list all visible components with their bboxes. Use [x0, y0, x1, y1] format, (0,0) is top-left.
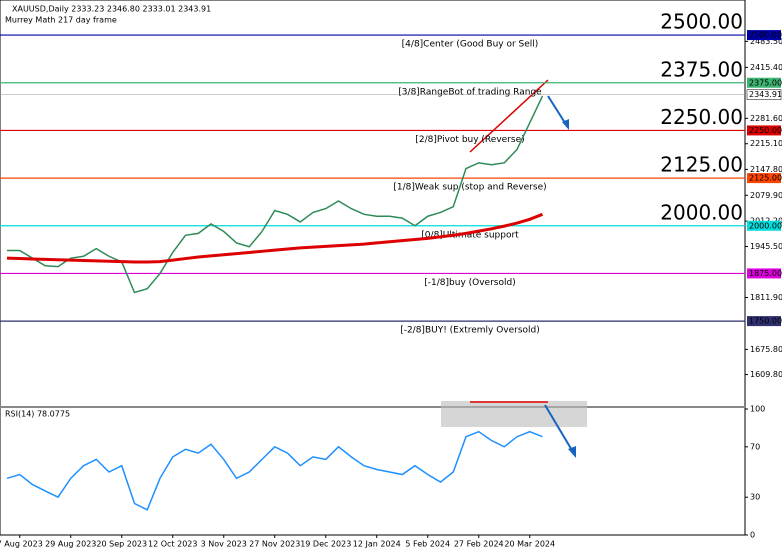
price-box	[747, 220, 781, 231]
y-tick-label: 2215.10	[750, 139, 782, 148]
x-tick-label: 3 Nov 2023	[201, 540, 247, 549]
price-box	[747, 125, 781, 136]
murrey-label: [0/8]Ultimate support	[421, 230, 519, 240]
level-big-label: 2125.00	[660, 153, 743, 177]
murrey-label: [4/8]Center (Good Buy or Sell)	[402, 40, 539, 50]
x-tick-label: 12 Jan 2024	[353, 540, 401, 549]
rsi-title: RSI(14) 78.0775	[5, 410, 70, 419]
x-tick-label: 27 Feb 2024	[454, 540, 504, 549]
price-box	[747, 173, 781, 184]
x-tick-label: 7 Aug 2023	[0, 540, 43, 549]
chart-title: XAUUSD,Daily 2333.23 2346.80 2333.01 234…	[12, 5, 211, 14]
murrey-label: [1/8]Weak sup (stop and Reverse)	[393, 183, 546, 193]
price-box-label: 2500.00	[749, 31, 782, 40]
level-big-label: 2375.00	[660, 57, 743, 81]
x-tick-label: 20 Mar 2024	[504, 540, 555, 549]
arrow-head	[562, 119, 569, 130]
price-box-label: 1750.00	[749, 317, 782, 326]
y-tick-label: 30	[750, 493, 760, 502]
price-box-label: 2125.00	[749, 174, 782, 183]
price-box-label: 2000.00	[749, 221, 782, 230]
y-tick-label: 2147.80	[750, 165, 782, 174]
y-tick-label: 1675.80	[750, 345, 782, 354]
plot-frame	[0, 0, 746, 536]
x-tick-label: 5 Feb 2024	[405, 540, 450, 549]
y-tick-label: 2415.40	[750, 63, 782, 72]
price-box	[747, 268, 781, 279]
chart-subtitle: Murrey Math 217 day frame	[5, 16, 117, 25]
x-tick-label: 12 Oct 2023	[148, 540, 197, 549]
level-big-label: 2250.00	[660, 105, 743, 129]
y-tick-label: 2281.60	[750, 114, 782, 123]
y-tick-label: 1609.80	[750, 370, 782, 379]
x-tick-label: 19 Dec 2023	[300, 540, 351, 549]
level-big-label: 2000.00	[660, 200, 743, 224]
price-box-label: 1875.00	[749, 269, 782, 278]
level-big-label: 2500.00	[660, 10, 743, 34]
y-tick-label: 2483.50	[750, 37, 782, 46]
price-box-label: 2250.00	[749, 126, 782, 135]
y-tick-label: 1811.90	[750, 293, 782, 302]
arrow-head	[568, 446, 576, 458]
murrey-label: [-2/8]BUY! (Extremly Oversold)	[400, 326, 540, 336]
arrow	[547, 95, 568, 127]
y-tick-label: 70	[750, 442, 760, 451]
series-line	[7, 95, 544, 294]
series-line	[6, 430, 543, 511]
murrey-label: [3/8]RangeBot of trading Range	[398, 87, 542, 97]
last-price-box	[746, 89, 782, 100]
last-price-label: 2343.91	[749, 90, 782, 99]
x-tick-label: 29 Aug 2023	[45, 540, 96, 549]
price-box	[747, 77, 781, 88]
y-tick-label: 1945.50	[750, 242, 782, 251]
x-tick-label: 27 Nov 2023	[249, 540, 300, 549]
price-box-label: 2375.00	[749, 78, 782, 87]
x-tick-label: 20 Sep 2023	[96, 540, 147, 549]
y-tick-label: 0	[750, 531, 755, 540]
highlight-box	[441, 401, 587, 427]
arrow	[544, 404, 574, 453]
price-box	[747, 30, 781, 41]
price-box	[747, 316, 781, 327]
y-tick-label: 100	[750, 405, 765, 414]
murrey-label: [2/8]Pivot buy (Reverse)	[415, 135, 524, 145]
trend-line	[469, 79, 549, 153]
murrey-label: [-1/8]buy (Oversold)	[424, 278, 515, 288]
series-line	[6, 212, 544, 264]
y-tick-label: 2079.90	[750, 191, 782, 200]
